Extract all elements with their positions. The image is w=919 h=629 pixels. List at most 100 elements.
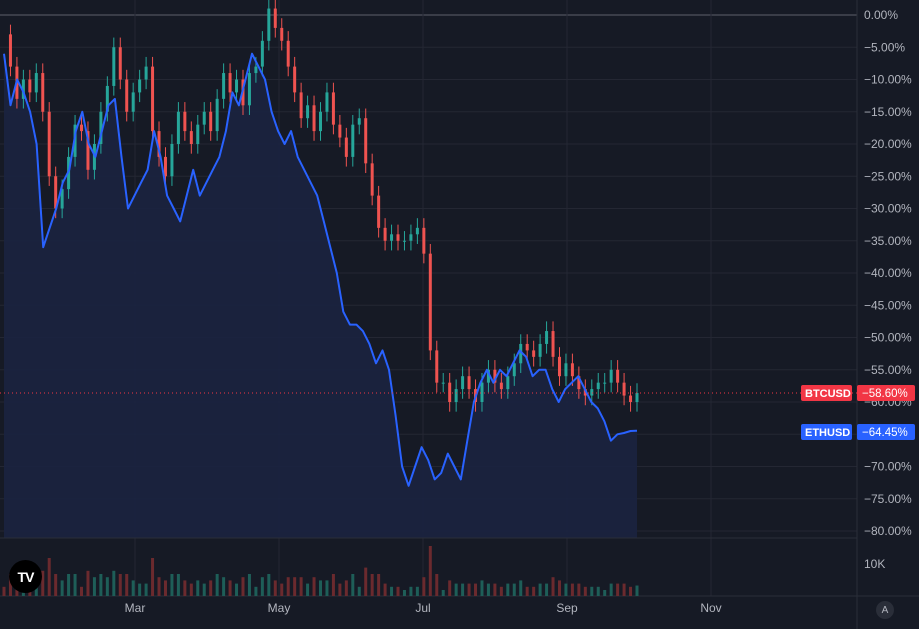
volume-bar: [629, 586, 633, 596]
volume-bar: [183, 580, 187, 596]
btc-candle-body: [47, 111, 51, 177]
volume-bar: [474, 583, 478, 596]
btc-candle-body: [435, 350, 439, 383]
btc-candle-body: [306, 105, 310, 119]
x-tick-label: May: [268, 601, 291, 615]
x-axis[interactable]: Mar May Jul Sep Nov: [125, 601, 722, 615]
btc-candle-body: [319, 111, 322, 132]
btc-candle-body: [499, 382, 503, 390]
ethusd-price-tag: ETHUSD −64.45%: [801, 424, 915, 440]
volume-bar: [493, 583, 497, 596]
btc-candle-body: [532, 350, 536, 357]
btc-candle-body: [486, 369, 490, 383]
x-tick-label: Mar: [125, 601, 146, 615]
volume-bar: [118, 574, 122, 596]
volume-bar: [377, 574, 381, 596]
volume-bar: [41, 570, 45, 596]
btc-candle-body: [189, 131, 193, 144]
volume-bar: [196, 580, 200, 596]
btc-candle-body: [331, 92, 335, 125]
volume-bar: [370, 574, 374, 596]
volume-bar: [338, 583, 342, 596]
volume-bar: [215, 574, 219, 596]
btc-candle-body: [551, 331, 555, 357]
y-tick-label: −50.00%: [864, 331, 912, 345]
btcusd-tag-name: BTCUSD: [805, 388, 851, 400]
volume-bar: [344, 580, 348, 596]
y-tick-label: −80.00%: [864, 524, 912, 538]
btc-candle-body: [151, 66, 155, 132]
btc-candle-body: [603, 382, 607, 384]
btc-candle-body: [196, 124, 200, 144]
btc-candle-body: [557, 356, 561, 377]
btc-candle-body: [86, 131, 90, 170]
volume-bar: [577, 583, 581, 596]
volume-bar: [273, 580, 277, 596]
y-tick-label: −40.00%: [864, 266, 912, 280]
btc-candle-body: [480, 382, 484, 402]
volume-bar: [390, 586, 394, 596]
volume-bar: [603, 590, 607, 596]
volume-bar: [144, 583, 148, 596]
btcusd-price-tag: BTCUSD −58.60%: [801, 385, 915, 401]
volume-bar: [138, 583, 142, 596]
y-tick-label: −30.00%: [864, 202, 912, 216]
tradingview-logo-icon[interactable]: TV: [9, 560, 42, 593]
btc-candle-body: [338, 124, 342, 138]
volume-bar: [280, 583, 284, 596]
volume-bar: [306, 583, 310, 596]
ethusd-area-fill: [4, 53, 637, 538]
btc-candle-body: [222, 73, 226, 99]
volume-bar: [260, 577, 264, 596]
volume-bar: [532, 586, 536, 596]
volume-bar: [157, 577, 161, 596]
ethusd-tag-name: ETHUSD: [805, 427, 850, 439]
volume-bar: [551, 577, 555, 596]
volume-bar: [131, 580, 135, 596]
volume-bar: [299, 577, 303, 596]
volume-bar: [590, 586, 594, 596]
btc-candle-body: [131, 92, 135, 112]
btc-candle-body: [344, 137, 348, 157]
btc-candle-body: [428, 253, 432, 351]
volume-bar: [583, 586, 587, 596]
volume-bar: [409, 586, 413, 596]
btc-candle-body: [364, 118, 368, 164]
y-axis[interactable]: 0.00% −5.00% −10.00% −15.00% −20.00% −25.00% −…: [864, 8, 912, 538]
y-tick-label: −10.00%: [864, 73, 912, 87]
btc-candle-body: [629, 395, 633, 402]
y-tick-label: −75.00%: [864, 492, 912, 506]
volume-bar: [564, 583, 568, 596]
btc-candle-body: [280, 27, 284, 41]
btc-candle-body: [448, 382, 452, 402]
btc-candle-body: [28, 79, 32, 93]
btc-candle-body: [564, 363, 568, 377]
btc-candle-body: [170, 144, 174, 177]
btc-candle-body: [390, 234, 394, 241]
volume-bar: [519, 580, 523, 596]
btc-candle-body: [293, 66, 297, 93]
btc-candle-body: [99, 111, 103, 144]
btc-candle-body: [138, 79, 142, 93]
volume-bar: [54, 574, 58, 596]
btc-candle-body: [157, 131, 161, 157]
y-tick-label: 0.00%: [864, 8, 898, 22]
btc-candle-body: [422, 227, 426, 254]
btc-candle-body: [635, 392, 639, 402]
auto-scale-button[interactable]: A: [876, 601, 894, 619]
volume-bar: [525, 586, 529, 596]
volume-bar: [247, 574, 251, 596]
volume-bar: [47, 558, 51, 596]
btc-candle-body: [461, 376, 465, 390]
btc-candle-body: [163, 156, 167, 177]
volume-bar: [428, 546, 432, 596]
volume-bar: [402, 590, 406, 596]
volume-bar: [92, 577, 96, 596]
volume-bar: [151, 558, 155, 596]
btc-candle-body: [286, 40, 290, 67]
x-tick-label: Sep: [556, 601, 578, 615]
btc-candle-body: [525, 343, 529, 351]
volume-bar: [176, 574, 180, 596]
btc-candle-body: [8, 34, 12, 67]
